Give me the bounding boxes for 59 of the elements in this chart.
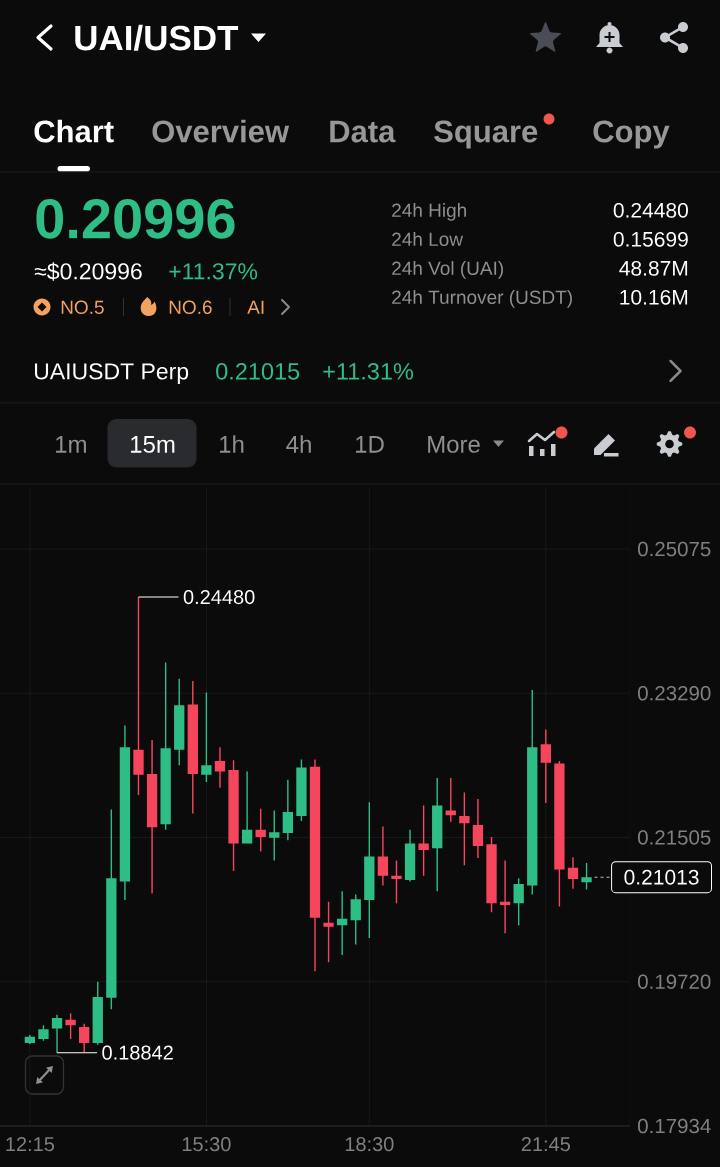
text: 0.20996 <box>36 199 235 239</box>
candlestick <box>241 771 253 844</box>
candlestick <box>472 799 484 859</box>
text: Chart <box>34 119 114 143</box>
candlestick <box>486 837 497 913</box>
text: 1m <box>56 436 86 453</box>
text: AI <box>247 300 264 314</box>
text: NO.6 <box>169 300 212 315</box>
text: 15m <box>131 436 175 453</box>
annotation: 0.18842 <box>102 1045 173 1060</box>
candlestick <box>296 759 307 821</box>
text: Square <box>434 120 538 149</box>
text: 48.87M <box>619 260 688 276</box>
x-tick-label: 12:15 <box>6 1137 55 1152</box>
candlestick <box>160 662 171 830</box>
text: UAIUSDT Perp <box>34 363 189 385</box>
candlestick <box>499 860 511 934</box>
text: 24h Turnover (USDT) <box>392 290 572 308</box>
y-tick-label: 0.19720 <box>638 974 711 989</box>
text: Overview <box>152 119 290 143</box>
candlestick <box>567 857 579 889</box>
text: ≈$0.20996 <box>34 262 142 281</box>
x-tick-label: 15:30 <box>182 1137 231 1152</box>
y-tick-label: 0.23290 <box>638 685 711 701</box>
x-tick-label: 21:45 <box>521 1137 571 1152</box>
annotation: 0.24480 <box>183 590 255 605</box>
candlestick <box>282 779 294 841</box>
text: NO.5 <box>61 300 104 315</box>
candlestick <box>228 760 239 871</box>
text: 24h High <box>392 203 466 221</box>
text: 1D <box>356 436 384 453</box>
text: 10.16M <box>620 289 688 305</box>
candlestick <box>187 681 198 814</box>
candlestick <box>337 891 348 956</box>
text: 4h <box>286 435 311 453</box>
text: 24h Vol (UAI) <box>392 261 503 279</box>
text: +11.37% <box>169 263 258 280</box>
candlestick <box>38 1025 49 1041</box>
text: Data <box>330 120 396 143</box>
x-tick-label: 18:30 <box>345 1137 394 1152</box>
candlestick <box>377 826 389 886</box>
candlestick <box>214 747 226 788</box>
y-tick-label: 0.25075 <box>638 541 711 557</box>
y-tick-label: 0.21505 <box>638 830 711 845</box>
text: Copy <box>593 120 670 149</box>
candlestick <box>540 729 551 804</box>
text: +11.31% <box>323 363 414 380</box>
text: 24h Low <box>392 232 464 247</box>
chart-title: UAI/USDT <box>75 24 239 51</box>
text: 0.24480 <box>613 202 688 218</box>
candlestick <box>51 1014 63 1053</box>
candlestick <box>146 740 158 894</box>
text: 1h <box>220 435 244 453</box>
ref-line-label: 0.21013 <box>624 869 699 885</box>
text: 0.21015 <box>216 363 300 380</box>
text: More <box>428 436 480 453</box>
candlestick <box>554 761 565 907</box>
text: 0.15699 <box>613 231 688 247</box>
y-tick-label: 0.17934 <box>638 1118 711 1134</box>
